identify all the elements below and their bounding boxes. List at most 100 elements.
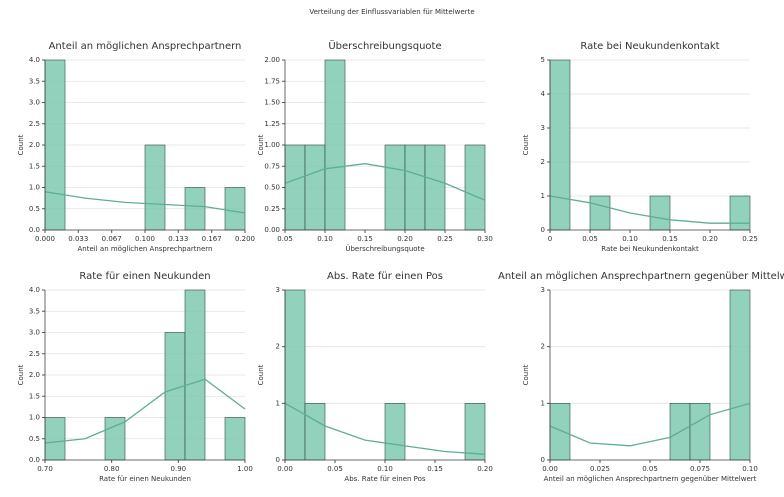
axes-frame bbox=[549, 60, 750, 231]
x-tick-label: 0.200 bbox=[235, 235, 255, 243]
x-tick-label: 0.10 bbox=[377, 465, 393, 473]
bar bbox=[164, 332, 186, 461]
axes-frame bbox=[44, 290, 245, 461]
y-tick-label: 0.5 bbox=[29, 435, 40, 443]
bar bbox=[729, 195, 751, 231]
y-tick-label: 0.25 bbox=[264, 205, 280, 213]
y-tick-label: 1 bbox=[541, 192, 545, 200]
axes-frame bbox=[549, 290, 750, 461]
y-tick-label: 3.0 bbox=[29, 329, 40, 337]
bar bbox=[464, 144, 486, 231]
x-tick-label: 0.90 bbox=[171, 465, 187, 473]
x-tick-label: 0.10 bbox=[742, 465, 758, 473]
bar bbox=[589, 195, 611, 231]
kde-line bbox=[284, 163, 486, 201]
bar bbox=[549, 59, 571, 231]
bar bbox=[384, 144, 406, 231]
bar bbox=[424, 144, 446, 231]
x-tick-label: 0.15 bbox=[427, 465, 443, 473]
x-tick-label: 0.00 bbox=[542, 465, 558, 473]
x-tick-label: 0.05 bbox=[327, 465, 343, 473]
bar bbox=[549, 403, 571, 461]
y-tick-label: 1 bbox=[541, 399, 545, 407]
bar bbox=[284, 289, 306, 461]
bar bbox=[224, 417, 246, 461]
kde-line bbox=[549, 195, 750, 224]
kde-line bbox=[44, 378, 246, 444]
x-tick-label: 0.10 bbox=[317, 235, 333, 243]
bar bbox=[649, 195, 671, 231]
x-tick-label: 0.25 bbox=[437, 235, 453, 243]
y-tick-label: 1.25 bbox=[264, 120, 280, 128]
y-tick-label: 0 bbox=[541, 226, 545, 234]
bar bbox=[284, 144, 306, 231]
y-tick-label: 1.00 bbox=[264, 141, 280, 149]
y-tick-label: 1.0 bbox=[29, 184, 40, 192]
x-tick-label: 0.00 bbox=[277, 465, 293, 473]
bar bbox=[304, 144, 326, 231]
bar bbox=[304, 403, 326, 461]
x-tick-label: 0.80 bbox=[104, 465, 120, 473]
y-tick-label: 2 bbox=[541, 343, 545, 351]
chart-title: Anteil an möglichen Ansprechpartnern geg… bbox=[498, 271, 784, 282]
y-tick-label: 1.5 bbox=[29, 392, 40, 400]
y-axis-label: Count bbox=[522, 364, 530, 385]
y-tick-label: 2.00 bbox=[264, 56, 280, 64]
x-axis-label: Anteil an möglichen Ansprechpartnern bbox=[78, 245, 213, 253]
y-tick-label: 1.5 bbox=[29, 162, 40, 170]
y-tick-label: 3 bbox=[276, 286, 280, 294]
x-axis-label: Anteil an möglichen Ansprechpartnern geg… bbox=[544, 475, 757, 483]
kde-line bbox=[284, 402, 486, 455]
x-tick-label: 0.15 bbox=[662, 235, 678, 243]
y-axis-label: Count bbox=[522, 134, 530, 155]
y-tick-label: 3.0 bbox=[29, 99, 40, 107]
bar bbox=[689, 403, 711, 461]
y-tick-label: 3 bbox=[541, 286, 545, 294]
chart-title: Abs. Rate für einen Pos bbox=[327, 271, 443, 282]
y-tick-label: 1.0 bbox=[29, 414, 40, 422]
axes-frame bbox=[44, 60, 245, 231]
y-tick-label: 3.5 bbox=[29, 77, 40, 85]
y-tick-label: 3.5 bbox=[29, 307, 40, 315]
y-tick-label: 0.0 bbox=[29, 456, 40, 464]
y-tick-label: 0.0 bbox=[29, 226, 40, 234]
y-axis-label: Count bbox=[17, 134, 25, 155]
x-tick-label: 0.025 bbox=[590, 465, 610, 473]
x-axis-label: Abs. Rate für einen Pos bbox=[344, 475, 426, 483]
bar bbox=[404, 144, 426, 231]
y-tick-label: 0.5 bbox=[29, 205, 40, 213]
y-tick-label: 5 bbox=[541, 56, 545, 64]
bar bbox=[729, 289, 751, 461]
bar bbox=[104, 417, 126, 461]
bar bbox=[464, 403, 486, 461]
x-axis-label: Rate bei Neukundenkontakt bbox=[601, 245, 699, 253]
chart-title: Überschreibungsquote bbox=[328, 39, 441, 52]
y-tick-label: 4 bbox=[541, 90, 546, 98]
bar bbox=[184, 289, 206, 461]
y-axis-label: Count bbox=[257, 134, 265, 155]
x-tick-label: 0.05 bbox=[582, 235, 598, 243]
y-tick-label: 1.75 bbox=[264, 77, 280, 85]
y-tick-label: 4.0 bbox=[29, 286, 40, 294]
x-tick-label: 0.20 bbox=[397, 235, 413, 243]
y-tick-label: 2.0 bbox=[29, 141, 40, 149]
x-tick-label: 0.20 bbox=[477, 465, 493, 473]
x-tick-label: 0.100 bbox=[135, 235, 155, 243]
x-tick-label: 0.033 bbox=[68, 235, 88, 243]
y-tick-label: 0.75 bbox=[264, 162, 280, 170]
y-tick-label: 0 bbox=[541, 456, 545, 464]
x-tick-label: 0.20 bbox=[702, 235, 718, 243]
x-tick-label: 0.25 bbox=[742, 235, 758, 243]
x-tick-label: 0.15 bbox=[357, 235, 373, 243]
x-tick-label: 1.00 bbox=[237, 465, 253, 473]
y-tick-label: 2 bbox=[276, 343, 280, 351]
y-tick-label: 2.5 bbox=[29, 350, 40, 358]
bar bbox=[324, 59, 346, 231]
x-tick-label: 0 bbox=[548, 235, 552, 243]
y-tick-label: 4.0 bbox=[29, 56, 40, 64]
y-tick-label: 2.5 bbox=[29, 120, 40, 128]
axes-frame bbox=[284, 60, 485, 231]
x-tick-label: 0.05 bbox=[277, 235, 293, 243]
